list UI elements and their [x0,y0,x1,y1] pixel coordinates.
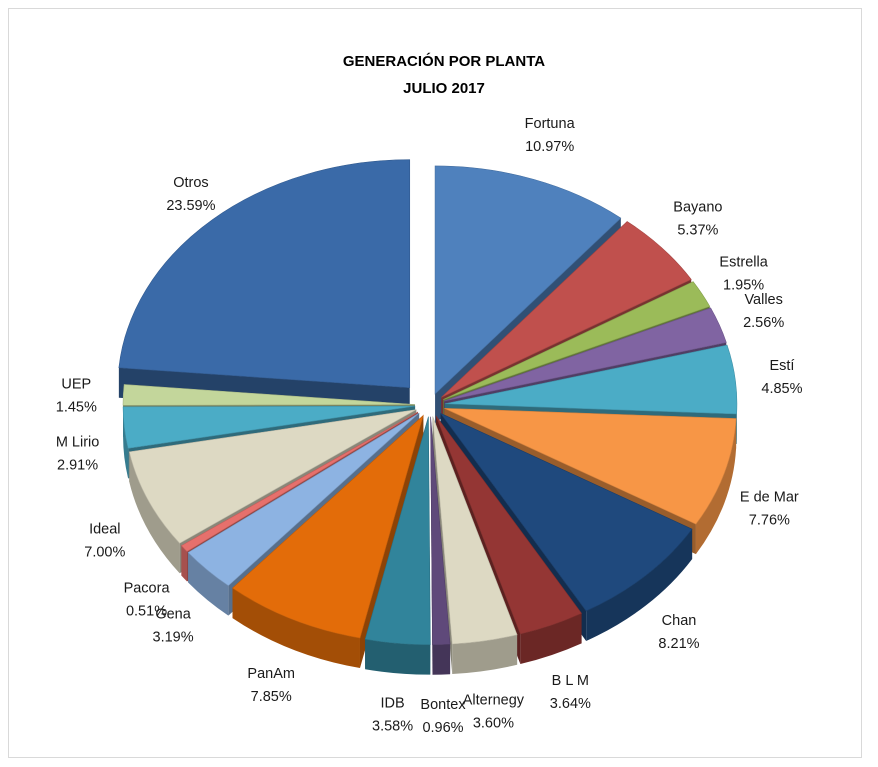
slice-label-value-m-lirio: 2.91% [57,457,98,473]
slice-label-value-idb: 3.58% [372,718,413,734]
slice-est [444,344,738,415]
slice-e-de-mar [444,408,737,525]
slice-rim-panam [232,588,360,669]
slice-label-name-estrella: Estrella [719,254,768,270]
slice-rim-e-de-mar [695,418,737,555]
slice-rim-gena [188,552,229,616]
slice-label-alternegy: Alternegy 3.60% [463,692,525,731]
slice-ideal [128,409,417,544]
slice-label-name-est: Estí [769,358,794,374]
slice-rim-idb [365,639,431,675]
slice-label-name-otros: Otros [173,175,208,191]
slice-idb [364,416,431,645]
slice-label-name-valles: Valles [744,292,782,308]
slice-label-value-pacora: 0.51% [126,604,167,620]
slice-estrella [443,281,711,400]
slice-bontex [430,416,451,646]
slice-rim-bontex [432,644,451,675]
slice-label-name-idb: IDB [380,695,404,711]
slice-label-value-uep: 1.45% [56,400,97,416]
slice-valles [444,307,727,402]
slice-pacora [180,411,419,552]
slice-label-value-e-de-mar: 7.76% [749,513,790,529]
slice-label-estrella: Estrella 1.95% [719,254,768,293]
slice-label-name-fortuna: Fortuna [525,116,576,132]
slice-label-value-b-l-m: 3.64% [550,696,591,712]
slice-rim-alternegy [452,634,518,675]
slice-label-fortuna: Fortuna 10.97% [525,116,576,155]
slice-label-name-pacora: Pacora [124,581,171,597]
slice-otros [118,159,411,389]
slice-label-name-m-lirio: M Lirio [56,434,100,450]
slice-bayano [441,221,692,398]
slice-label-idb: IDB 3.58% [372,695,413,734]
slice-label-value-gena: 3.19% [153,629,194,645]
slice-labels: Fortuna 10.97% Bayano 5.37%Estrella 1.95%Val… [56,116,803,736]
slice-label-est: Estí 4.85% [761,358,802,397]
slice-label-name-b-l-m: B L M [552,673,589,689]
slice-label-name-ideal: Ideal [89,522,120,538]
slice-label-name-e-de-mar: E de Mar [740,490,799,506]
slice-rim-m-lirio [123,406,129,479]
slice-rim-chan [586,529,693,641]
slice-rim-pacora [181,545,188,582]
slice-m-lirio [122,405,416,449]
slice-label-value-ideal: 7.00% [84,545,125,561]
slice-label-pacora: Pacora 0.51% [124,581,171,620]
slice-label-name-uep: UEP [61,377,91,393]
slice-rim-ideal [129,451,180,574]
slice-label-value-fortuna: 10.97% [525,139,574,155]
slice-label-name-bayano: Bayano [673,199,722,215]
slice-label-gena: Gena 3.19% [153,606,194,645]
chart-title-line-2: JULIO 2017 [403,80,485,97]
slice-label-e-de-mar: E de Mar 7.76% [740,490,799,529]
slice-tops [118,159,738,646]
slice-label-ideal: Ideal 7.00% [84,522,125,561]
slice-label-value-estrella: 1.95% [723,277,764,293]
slice-label-value-bontex: 0.96% [422,720,463,736]
slice-label-m-lirio: M Lirio 2.91% [56,434,100,473]
slice-label-value-chan: 8.21% [658,636,699,652]
slice-label-otros: Otros 23.59% [166,175,215,214]
slice-chan [440,413,693,612]
slice-label-name-chan: Chan [662,613,697,629]
slice-label-valles: Valles 2.56% [743,292,784,331]
slice-label-panam: PanAm 7.85% [247,666,295,705]
slice-label-value-alternegy: 3.60% [473,715,514,731]
slice-b-l-m [435,415,583,635]
slice-gena [187,412,420,587]
slice-label-name-alternegy: Alternegy [463,692,525,708]
slice-rim-b-l-m [520,613,582,665]
slice-label-bontex: Bontex 0.96% [420,697,466,736]
slice-label-value-est: 4.85% [761,381,802,397]
slice-label-name-bontex: Bontex [420,697,466,713]
slice-label-value-valles: 2.56% [743,315,784,331]
slice-label-b-l-m: B L M 3.64% [550,673,591,712]
slice-label-value-panam: 7.85% [251,689,292,705]
slice-label-bayano: Bayano 5.37% [673,199,722,238]
slice-uep [122,384,416,406]
slice-alternegy [432,416,518,645]
chart-title-line-1: GENERACIÓN POR PLANTA [343,52,545,70]
slice-label-uep: UEP 1.45% [56,377,97,416]
slice-label-value-otros: 23.59% [166,198,215,214]
slice-label-name-panam: PanAm [247,666,295,682]
slice-panam [232,414,424,639]
slice-label-name-gena: Gena [155,606,191,622]
slice-label-value-bayano: 5.37% [677,222,718,238]
chart-title: GENERACIÓN POR PLANTA JULIO 2017 [343,52,545,97]
slice-fortuna [434,165,622,395]
slice-label-chan: Chan 8.21% [658,613,699,652]
